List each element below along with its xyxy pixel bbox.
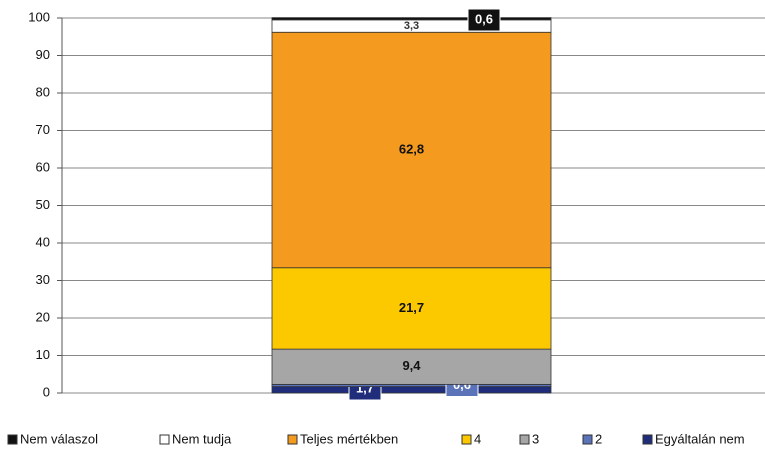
legend-label: Teljes mértékben [300, 431, 398, 446]
y-tick-label: 70 [36, 122, 50, 137]
legend-label: 2 [595, 431, 602, 446]
legend-label: 3 [532, 431, 539, 446]
legend-swatch [287, 434, 298, 445]
y-tick-label: 10 [36, 347, 50, 362]
data-label: 21,7 [399, 300, 424, 315]
bar-segment [271, 31, 552, 269]
bar-segment [271, 267, 552, 350]
y-tick-label: 60 [36, 159, 50, 174]
y-tick-label: 80 [36, 84, 50, 99]
legend-swatch [519, 434, 530, 445]
legend-swatch [7, 434, 18, 445]
y-tick-label: 0 [43, 384, 50, 399]
y-tick-label: 40 [36, 234, 50, 249]
y-tick-label: 30 [36, 272, 50, 287]
data-label: 0,6 [475, 11, 493, 26]
y-tick-label: 20 [36, 309, 50, 324]
legend-swatch [642, 434, 653, 445]
legend-label: Nem válaszol [20, 431, 98, 446]
y-tick-label: 90 [36, 47, 50, 62]
bar-segment [271, 386, 552, 394]
label-box [467, 8, 501, 32]
legend-swatch [159, 434, 170, 445]
y-tick-label: 100 [28, 9, 50, 24]
data-label: 9,4 [402, 358, 421, 373]
legend-label: Nem tudja [172, 431, 232, 446]
legend-label: Egyáltalán nem [655, 431, 745, 446]
bar-segment [271, 17, 552, 21]
legend-label: 4 [474, 431, 481, 446]
data-label: 62,8 [399, 141, 424, 156]
y-tick-label: 50 [36, 197, 50, 212]
legend-swatch [582, 434, 593, 445]
data-label: 3,3 [404, 20, 419, 32]
legend-swatch [461, 434, 472, 445]
